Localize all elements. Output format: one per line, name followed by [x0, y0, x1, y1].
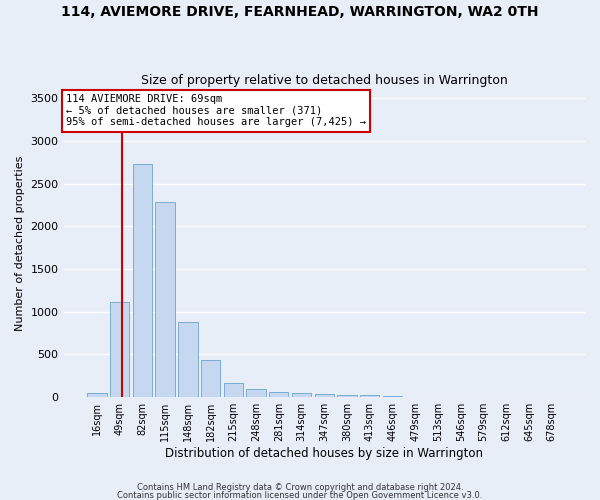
Title: Size of property relative to detached houses in Warrington: Size of property relative to detached ho…: [141, 74, 508, 87]
Bar: [360, 394, 379, 397]
Bar: [110, 302, 130, 397]
Text: Contains HM Land Registry data © Crown copyright and database right 2024.: Contains HM Land Registry data © Crown c…: [137, 483, 463, 492]
Bar: [292, 392, 311, 397]
Text: 114, AVIEMORE DRIVE, FEARNHEAD, WARRINGTON, WA2 0TH: 114, AVIEMORE DRIVE, FEARNHEAD, WARRINGT…: [61, 5, 539, 19]
Bar: [133, 164, 152, 397]
Bar: [383, 396, 402, 397]
Bar: [314, 394, 334, 397]
X-axis label: Distribution of detached houses by size in Warrington: Distribution of detached houses by size …: [165, 447, 483, 460]
Text: Contains public sector information licensed under the Open Government Licence v3: Contains public sector information licen…: [118, 490, 482, 500]
Bar: [337, 396, 356, 397]
Bar: [155, 202, 175, 397]
Bar: [87, 392, 107, 397]
Bar: [178, 322, 197, 397]
Y-axis label: Number of detached properties: Number of detached properties: [15, 156, 25, 331]
Bar: [224, 382, 243, 397]
Bar: [269, 392, 289, 397]
Bar: [201, 360, 220, 397]
Bar: [247, 388, 266, 397]
Text: 114 AVIEMORE DRIVE: 69sqm
← 5% of detached houses are smaller (371)
95% of semi-: 114 AVIEMORE DRIVE: 69sqm ← 5% of detach…: [66, 94, 366, 128]
